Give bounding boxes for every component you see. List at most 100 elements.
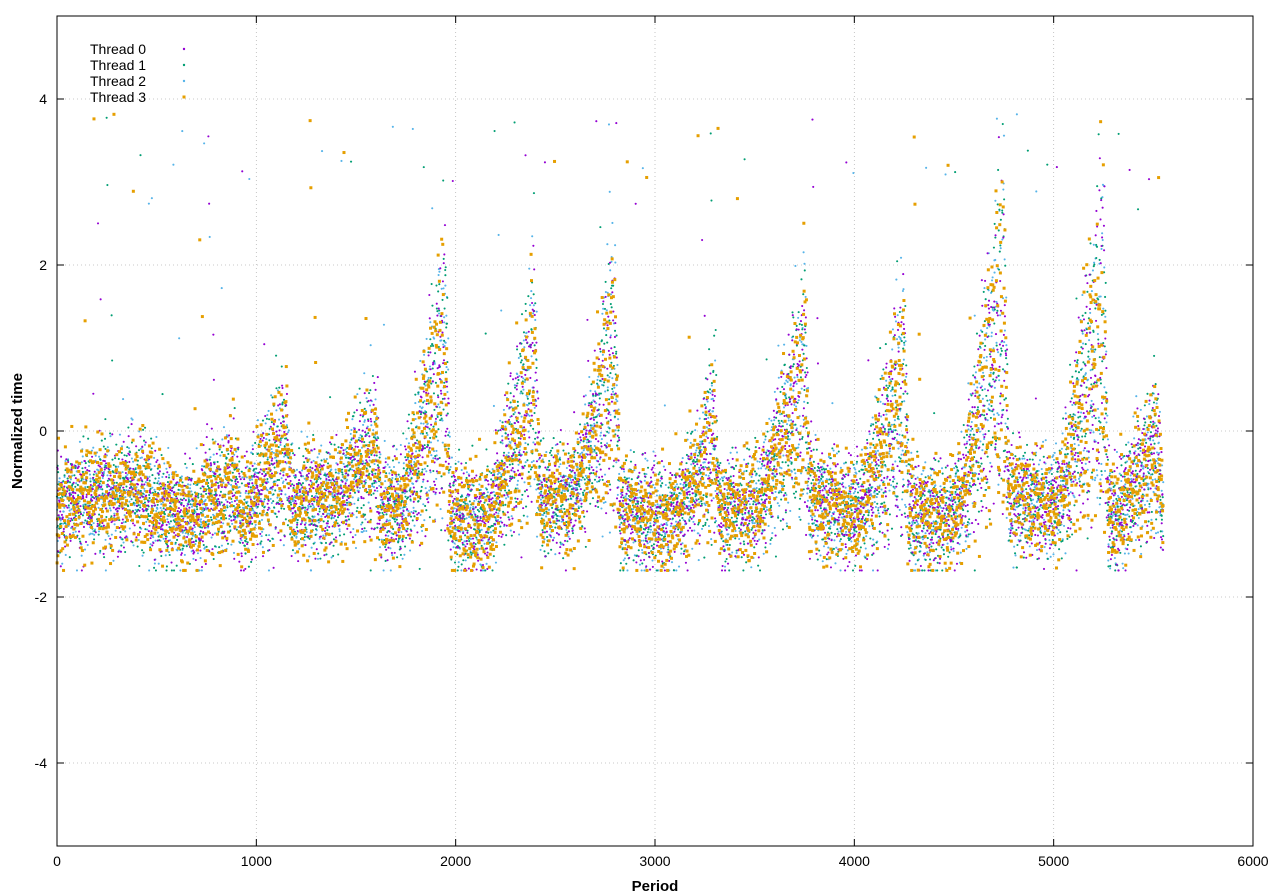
data-point-thread-2: [419, 359, 422, 363]
data-point-thread-1: [77, 494, 80, 497]
data-point-thread-2: [1064, 412, 1067, 415]
data-point-thread-2: [146, 528, 149, 531]
data-point-thread-2: [766, 508, 769, 512]
data-point-thread-2: [214, 532, 217, 535]
data-point-thread-2: [357, 497, 360, 500]
data-point-thread-1: [344, 515, 347, 518]
data-point-thread-1: [181, 515, 184, 518]
data-point-thread-2: [693, 529, 696, 532]
data-point-thread-2: [762, 552, 765, 555]
data-point-thread-1: [162, 472, 165, 475]
data-point-thread-2: [64, 553, 67, 557]
data-point-thread-1: [205, 492, 208, 495]
data-point-thread-1: [180, 501, 183, 505]
data-point-thread-1: [118, 504, 121, 507]
data-point-thread-2: [612, 390, 615, 393]
data-point-thread-2: [667, 546, 670, 549]
data-point-thread-1: [346, 446, 349, 449]
data-point-thread-2: [596, 378, 599, 382]
data-point-thread-2: [351, 418, 354, 421]
data-point-thread-2: [122, 521, 125, 524]
data-point-thread-1: [174, 541, 177, 544]
data-point-thread-1: [139, 489, 142, 492]
data-point-thread-2: [1048, 471, 1051, 474]
data-point-thread-2: [429, 321, 432, 324]
data-point-thread-1: [168, 553, 171, 557]
data-point-thread-2: [585, 441, 588, 444]
data-point-thread-1: [266, 458, 269, 461]
data-point-thread-2: [93, 533, 96, 536]
data-point-thread-2: [1035, 548, 1039, 552]
data-point-thread-2: [403, 553, 406, 556]
data-point-thread-2: [392, 465, 396, 469]
data-point-thread-2: [559, 475, 562, 478]
data-point-thread-2: [983, 287, 986, 290]
data-point-thread-2: [658, 515, 662, 519]
data-point-thread-1: [123, 454, 126, 457]
data-point-thread-2: [989, 371, 992, 374]
data-point-thread-2: [921, 538, 925, 541]
data-point-thread-2: [1115, 451, 1119, 454]
data-point-thread-1: [182, 544, 185, 547]
data-point-thread-2: [441, 441, 444, 444]
data-point-thread-2: [1038, 459, 1042, 462]
data-point-thread-2: [636, 533, 639, 536]
data-point-thread-2: [768, 417, 771, 420]
data-point-thread-2: [436, 439, 439, 442]
data-point-thread-1: [148, 496, 151, 500]
data-point-thread-1: [309, 466, 312, 469]
data-point-thread-1: [275, 387, 278, 390]
data-point-thread-2: [995, 300, 998, 303]
data-point-thread-2: [1097, 416, 1100, 419]
data-point-thread-1: [328, 509, 331, 512]
data-point-thread-2: [677, 565, 681, 568]
data-point-thread-2: [1028, 545, 1031, 548]
data-point-thread-2: [611, 377, 614, 380]
data-point-thread-2: [1056, 532, 1059, 535]
data-point-thread-2: [230, 483, 233, 487]
data-point-thread-2: [845, 530, 848, 534]
data-point-thread-2: [1106, 414, 1109, 417]
data-point-thread-1: [74, 466, 77, 470]
data-point-thread-2: [1091, 269, 1094, 272]
data-point-thread-1: [292, 452, 295, 455]
data-point-thread-1: [106, 485, 109, 488]
data-point-thread-2: [659, 479, 662, 482]
data-point-thread-2: [1161, 464, 1164, 467]
data-point-thread-2: [1126, 513, 1129, 516]
data-point-thread-2: [97, 506, 100, 509]
data-point-thread-2: [705, 435, 708, 438]
data-point-thread-2: [104, 538, 107, 541]
data-point-thread-2: [869, 446, 872, 449]
data-point-thread-2: [907, 516, 910, 519]
data-point-thread-2: [902, 288, 905, 291]
data-point-thread-2: [221, 438, 224, 441]
data-point-thread-1: [255, 467, 258, 470]
data-point-thread-1: [206, 478, 209, 482]
data-point-thread-2: [1003, 329, 1006, 332]
data-point-thread-2: [803, 262, 806, 265]
data-point-thread-2: [400, 530, 403, 534]
data-point-thread-2: [582, 449, 585, 452]
data-point-thread-2: [964, 530, 967, 533]
data-point-thread-1: [343, 533, 346, 536]
data-point-thread-2: [1088, 358, 1091, 361]
data-point-thread-2: [653, 459, 656, 463]
data-point-thread-2: [1093, 261, 1096, 264]
data-point-thread-1: [143, 439, 146, 442]
data-point-thread-2: [185, 466, 188, 469]
data-point-thread-1: [349, 468, 352, 471]
data-point-thread-1: [355, 510, 358, 513]
data-point-thread-2: [151, 486, 154, 489]
data-point-thread-1: [385, 472, 388, 475]
data-point-thread-1: [289, 533, 292, 536]
data-point-thread-2: [888, 489, 891, 492]
data-point-thread-1: [345, 501, 349, 504]
data-point-thread-2: [344, 448, 347, 451]
data-point-thread-2: [266, 413, 269, 417]
data-point-thread-2: [330, 556, 333, 559]
data-point-thread-2: [834, 562, 837, 565]
data-point-thread-2: [295, 535, 298, 538]
data-point-thread-1: [373, 420, 376, 423]
data-point-thread-2: [1103, 266, 1106, 269]
